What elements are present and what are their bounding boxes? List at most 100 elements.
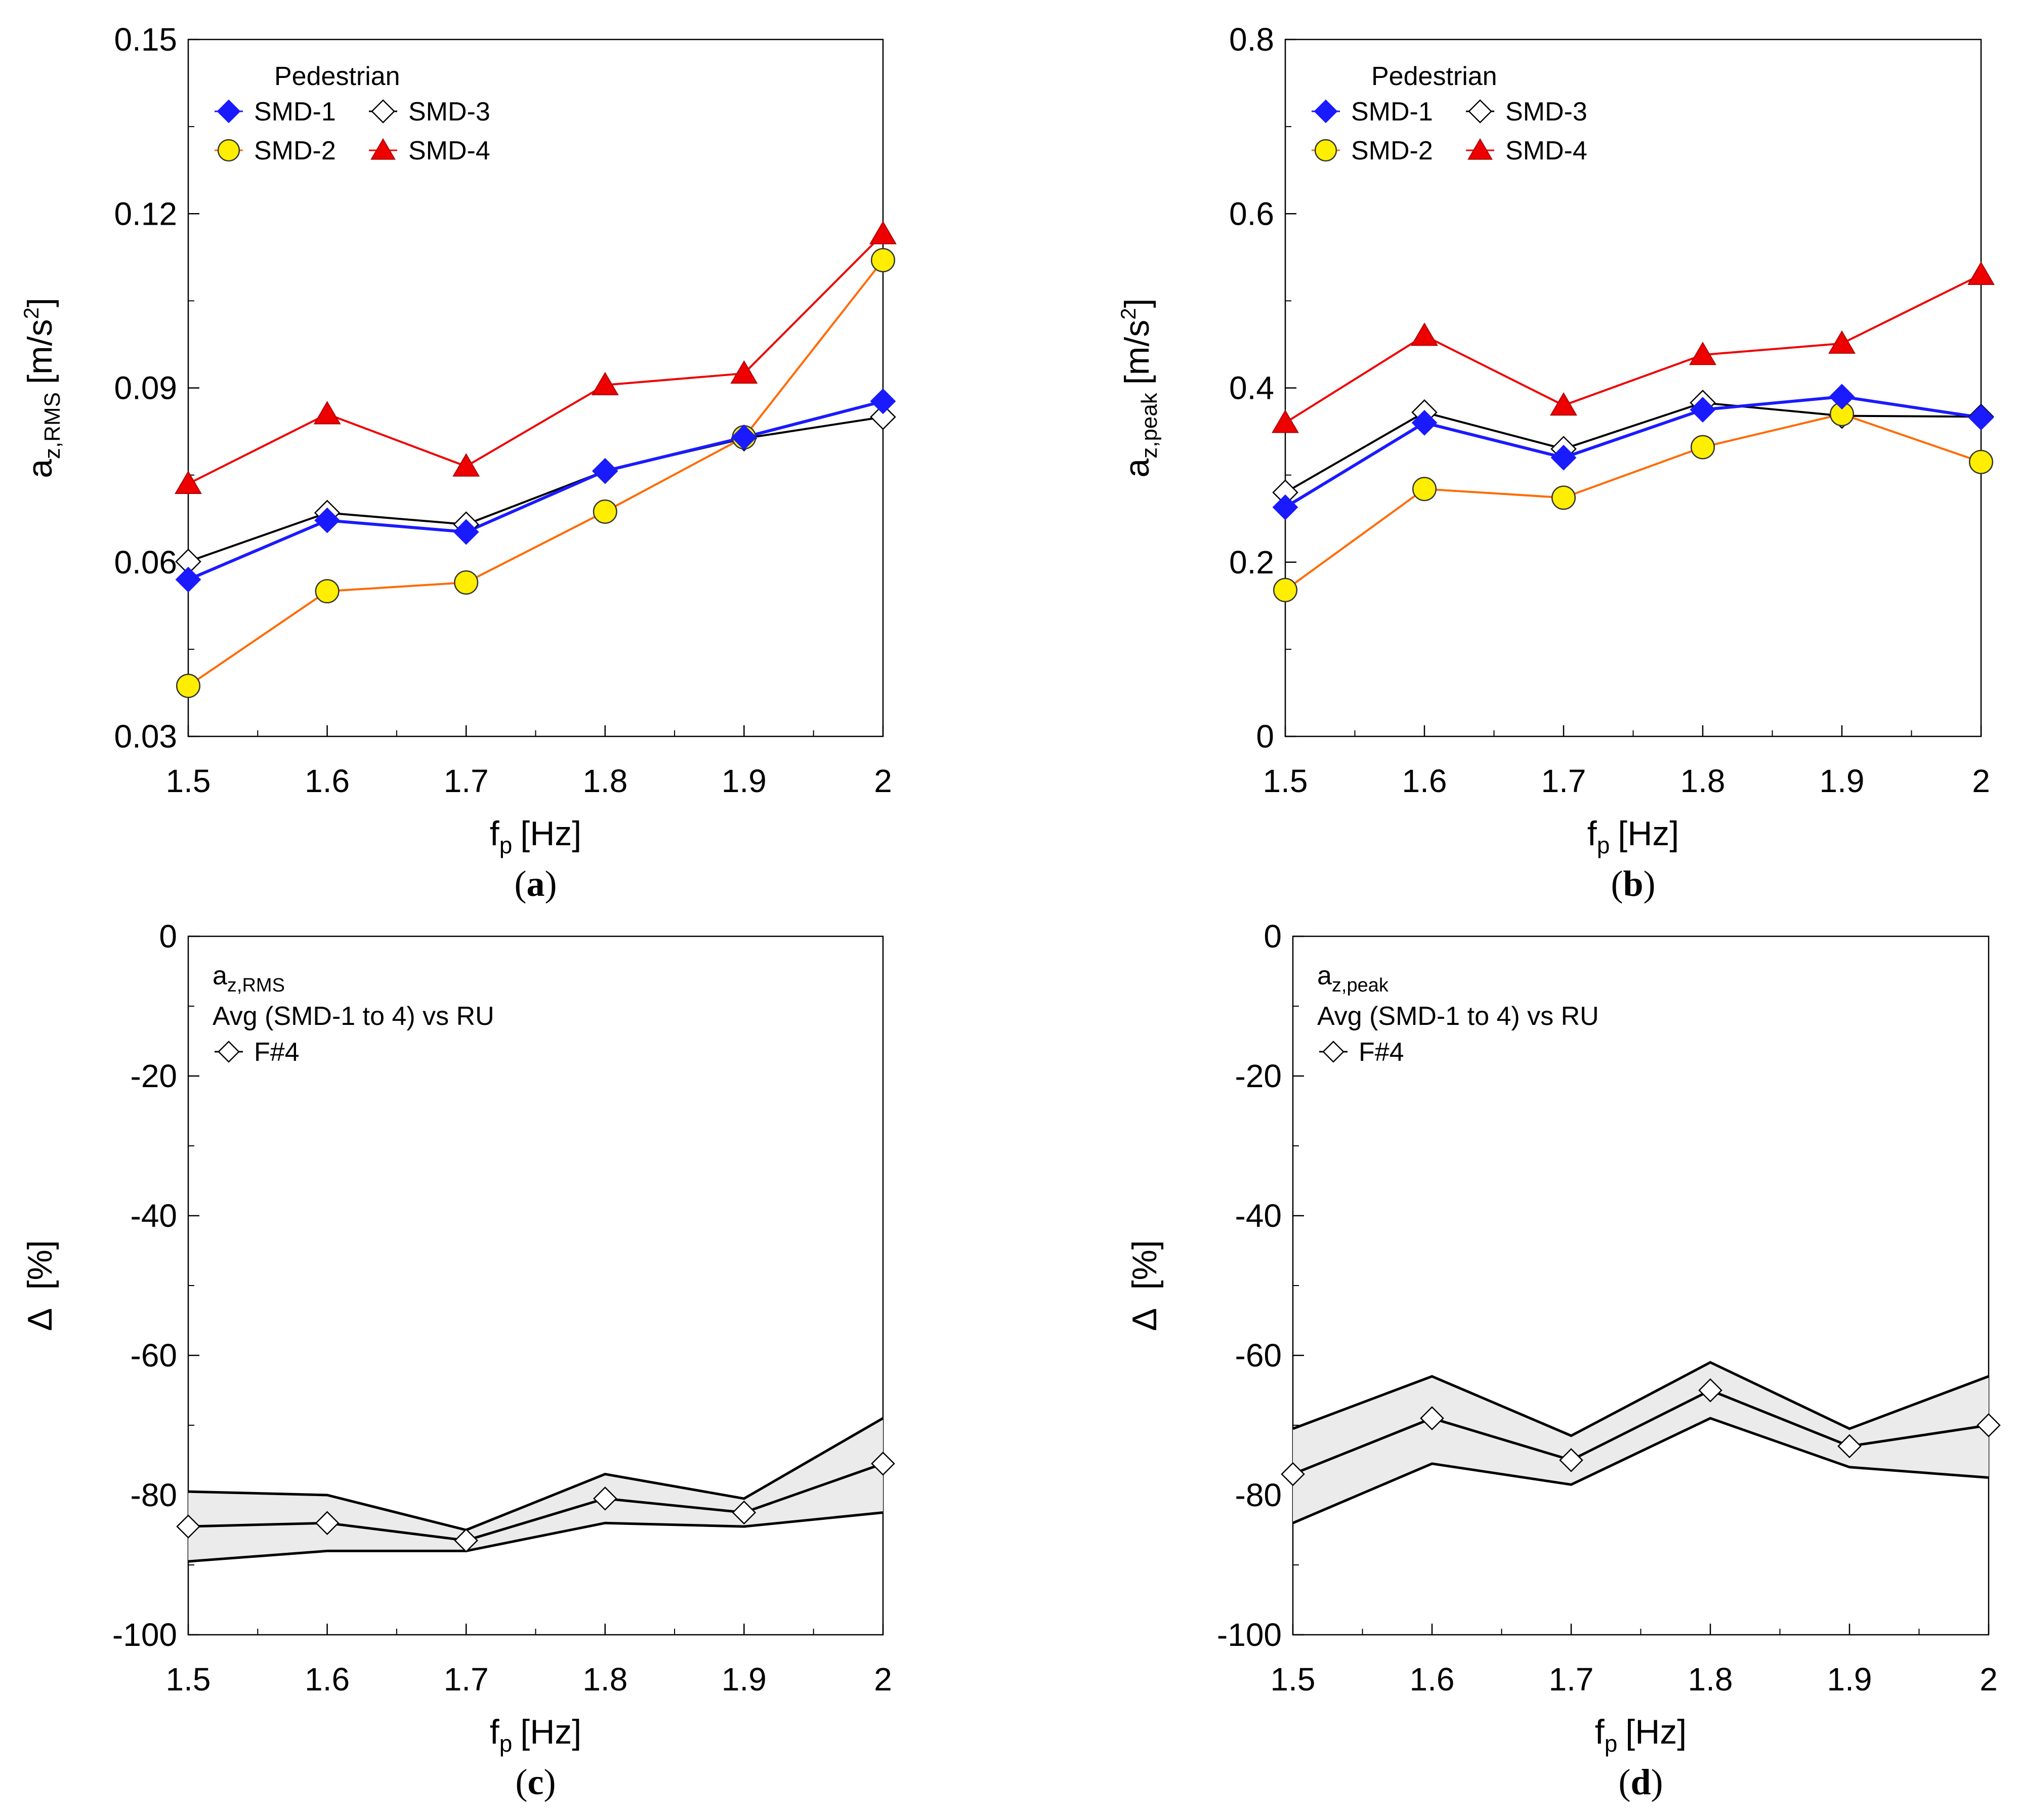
data-point-smd-1 (175, 566, 201, 593)
panel-letter: b (1623, 863, 1643, 904)
legend-marker-f4 (218, 1041, 240, 1063)
x-axis-label: fp [Hz] (1595, 1713, 1687, 1757)
legend-marker-smd-4 (1467, 138, 1493, 160)
confidence-band (188, 1418, 883, 1562)
legend-label-smd-1: SMD-1 (1351, 97, 1433, 127)
data-point-smd-1 (1829, 384, 1855, 410)
data-point-smd-2 (1273, 577, 1298, 602)
y-tick-label: 0.12 (114, 195, 177, 232)
x-label-unit: [Hz] (1618, 814, 1679, 853)
band-lower-line (1292, 1417, 1989, 1524)
y-tick-label: -80 (131, 1477, 178, 1513)
data-point-smd-4 (452, 453, 480, 477)
data-point-smd-1 (592, 458, 618, 484)
panel-letter: a (527, 863, 545, 904)
panel-label-open: ( (1618, 1762, 1630, 1802)
legend-title: Pedestrian (1371, 62, 1497, 91)
legend-label-smd-2: SMD-2 (1351, 136, 1433, 166)
y-tick-label: -60 (1235, 1337, 1282, 1374)
series-line-smd-3 (1285, 401, 1982, 493)
panel-label-open: ( (1611, 863, 1623, 904)
data-point-f4 (1420, 1406, 1444, 1430)
confidence-band (1293, 1362, 1989, 1523)
data-point-smd-1 (1411, 409, 1438, 436)
y-tick-label: -20 (1235, 1058, 1282, 1094)
x-tick-label: 1.6 (305, 763, 350, 799)
panel-label-open: ( (516, 1762, 528, 1802)
data-point-smd-4 (1272, 409, 1299, 433)
legend-label-smd-4: SMD-4 (1505, 136, 1587, 166)
data-point-f4 (176, 1514, 200, 1539)
panel-letter: c (528, 1762, 544, 1802)
y-label-close: ] (1118, 298, 1156, 308)
x-tick-label: 1.8 (1688, 1661, 1733, 1698)
mean-line (188, 1462, 884, 1542)
y-label-sub: z,RMS (40, 392, 65, 459)
chart-panel-a: 1.5 1.6 1.7 1.8 1.9 2 0.03 0.06 0.09 0.12 0.15 fp [H… (19, 21, 897, 904)
y-label-main: a (21, 459, 59, 478)
chart-panel-b: 1.5 1.6 1.7 1.8 1.9 2 0 0.2 0.4 0.6 0.8 fp [Hz] az,pe… (1116, 21, 1995, 904)
data-point-smd-2 (1690, 435, 1715, 460)
series-line-smd-3 (188, 416, 884, 563)
y-tick-label: -100 (112, 1617, 177, 1653)
legend-label-f4: F#4 (1359, 1038, 1404, 1067)
data-point-smd-2 (593, 499, 617, 524)
data-point-f4 (1281, 1462, 1305, 1486)
panel-label-open: ( (515, 863, 527, 904)
data-point-smd-4 (1550, 392, 1577, 416)
y-axis-label: az,RMS [m/s2] (19, 298, 65, 478)
annotation: az,RMS Avg (SMD-1 to 4) vs RU F#4 (213, 961, 494, 1067)
legend-marker-smd-2 (1314, 139, 1337, 162)
y-label-unit: [m/s (21, 319, 59, 384)
series-line-smd-1 (187, 399, 884, 581)
data-point-f4 (1976, 1413, 2001, 1437)
y-tick-label: 0.06 (114, 544, 177, 581)
data-point-f4 (315, 1511, 340, 1535)
y-tick-label: 0.03 (114, 718, 177, 755)
y-tick-label: -80 (1235, 1477, 1282, 1513)
y-tick-label: 0.4 (1229, 370, 1274, 406)
data-point-smd-1 (314, 507, 341, 533)
data-point-smd-2 (870, 248, 896, 273)
annotation-line2: Avg (SMD-1 to 4) vs RU (1317, 1002, 1599, 1031)
x-axis-label: fp [Hz] (490, 1713, 581, 1757)
data-point-smd-4 (1689, 342, 1716, 365)
x-tick-label: 2 (874, 763, 892, 799)
y-label-unit: [m/s (1118, 320, 1156, 385)
y-label-close: ] (21, 298, 59, 307)
legend-marker-f4 (1322, 1041, 1344, 1063)
y-label-sub: z,peak (1137, 392, 1162, 459)
y-tick-label: -60 (131, 1337, 178, 1374)
legend-title: Pedestrian (274, 62, 400, 91)
y-tick-label: 0.09 (114, 370, 177, 406)
y-axis-label: az,peak [m/s2] (1116, 298, 1162, 477)
x-label-main: f (490, 1713, 499, 1751)
y-tick-label: 0.8 (1229, 21, 1274, 58)
x-tick-label: 1.9 (722, 763, 767, 799)
series-line-smd-2 (1284, 413, 1982, 591)
data-point-f4 (1698, 1378, 1722, 1402)
y-label-main: a (1118, 459, 1156, 478)
data-point-f4 (732, 1500, 756, 1525)
annotation-sub: z,RMS (227, 975, 285, 996)
legend-label-f4: F#4 (254, 1038, 300, 1067)
x-tick-label: 2 (874, 1661, 892, 1698)
y-label-unit: [%] (1125, 1240, 1164, 1290)
annotation-main: a (213, 961, 227, 990)
data-point-smd-1 (1968, 404, 1994, 431)
y-tick-label: 0.2 (1229, 544, 1274, 581)
x-tick-label: 1.6 (1402, 763, 1447, 799)
x-label-sub: p (499, 832, 513, 858)
legend: Pedestrian SMD-1 SMD-2 SMD-3 SMD-4 (215, 62, 490, 166)
data-point-f4 (871, 1452, 895, 1476)
x-tick-label: 1.8 (1680, 763, 1726, 799)
panel-label: (b) (1611, 863, 1655, 904)
legend-marker-smd-1 (217, 99, 241, 123)
x-label-unit: [Hz] (520, 814, 581, 853)
x-label-sub: p (1597, 832, 1610, 858)
legend-marker-smd-3 (371, 99, 395, 123)
y-axis-label: Δ [%] (21, 1240, 59, 1331)
data-point-smd-4 (1967, 261, 1995, 285)
panel-label: (d) (1618, 1762, 1663, 1802)
